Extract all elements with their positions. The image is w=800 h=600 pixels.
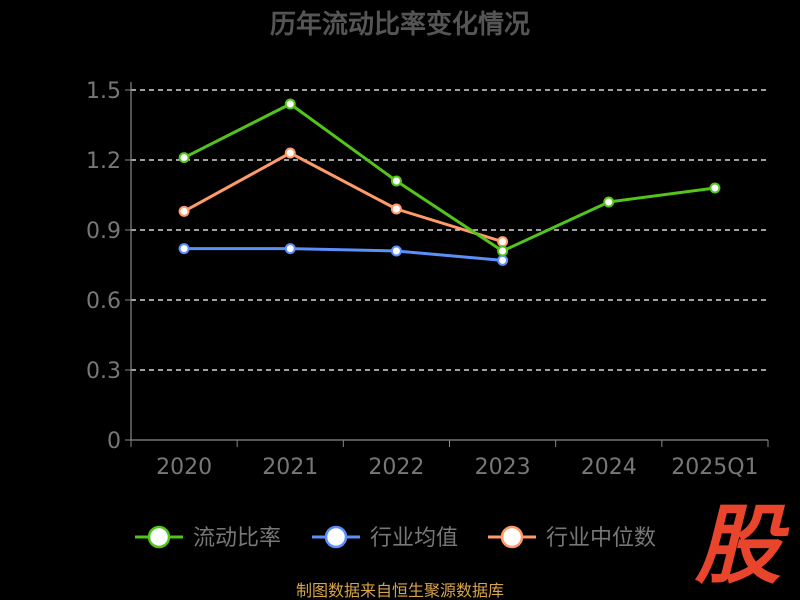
ytick-label-1.5: 1.5 bbox=[86, 79, 121, 104]
series-line-2 bbox=[183, 151, 504, 244]
ytick-label-1.2: 1.2 bbox=[86, 149, 121, 174]
point-0-2020 bbox=[178, 152, 190, 164]
y-tick-labels: 0 0.3 0.6 0.9 1.2 1.5 bbox=[86, 79, 121, 454]
point-2-2022 bbox=[390, 203, 402, 215]
xtick-label-2022: 2022 bbox=[368, 455, 424, 480]
series-lines bbox=[178, 98, 721, 266]
point-2-2021 bbox=[284, 147, 296, 159]
legend-marker-2 bbox=[500, 525, 524, 549]
point-1-2023 bbox=[497, 254, 509, 266]
point-2-2020 bbox=[178, 205, 190, 217]
legend-label-1: 行业均值 bbox=[370, 526, 458, 551]
ytick-label-0: 0 bbox=[107, 429, 121, 454]
ytick-label-0.9: 0.9 bbox=[86, 219, 121, 244]
series-2 bbox=[178, 147, 509, 248]
point-0-2021 bbox=[284, 98, 296, 110]
legend-marker-0 bbox=[147, 525, 171, 549]
point-2-2023 bbox=[497, 236, 509, 248]
series-1 bbox=[178, 243, 509, 266]
xtick-label-2025Q1: 2025Q1 bbox=[671, 455, 758, 480]
xtick-label-2023: 2023 bbox=[475, 455, 531, 480]
point-0-2023 bbox=[497, 245, 509, 257]
watermark-glyph: 股 bbox=[694, 496, 790, 596]
xtick-label-2021: 2021 bbox=[262, 455, 318, 480]
series-line-1 bbox=[184, 247, 503, 262]
axes bbox=[125, 82, 769, 447]
point-1-2022 bbox=[390, 245, 402, 257]
ytick-label-0.6: 0.6 bbox=[86, 289, 121, 314]
legend-label-2: 行业中位数 bbox=[546, 526, 656, 551]
point-0-2022 bbox=[390, 175, 402, 187]
point-1-2020 bbox=[178, 243, 190, 255]
legend-label-0: 流动比率 bbox=[193, 526, 281, 551]
legend: 流动比率 行业均值 行业中位数 bbox=[135, 525, 656, 551]
series-0 bbox=[178, 98, 721, 257]
legend-marker-1 bbox=[324, 525, 348, 549]
x-tick-labels: 2020 2021 2022 2023 2024 2025Q1 bbox=[156, 455, 758, 480]
point-0-2025Q1 bbox=[709, 182, 721, 194]
grid-lines bbox=[131, 89, 768, 371]
point-1-2021 bbox=[284, 243, 296, 255]
xtick-label-2020: 2020 bbox=[156, 455, 212, 480]
ytick-label-0.3: 0.3 bbox=[86, 359, 121, 384]
point-0-2024 bbox=[603, 196, 615, 208]
chart-title: 历年流动比率变化情况 bbox=[270, 9, 530, 40]
series-line-0 bbox=[183, 102, 716, 253]
data-source-note: 制图数据来自恒生聚源数据库 bbox=[296, 581, 504, 600]
xtick-label-2024: 2024 bbox=[581, 455, 637, 480]
